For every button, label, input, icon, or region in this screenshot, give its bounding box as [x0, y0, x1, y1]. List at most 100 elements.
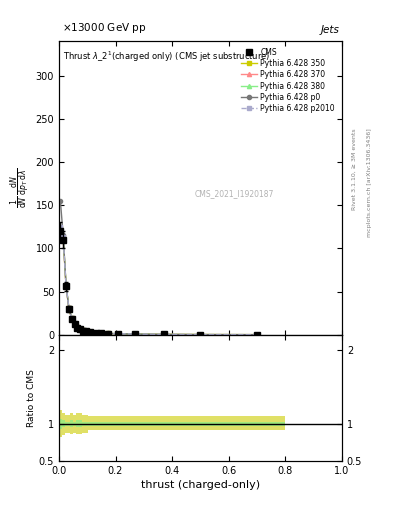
- Pythia 6.428 380: [88, 329, 92, 335]
- Pythia 6.428 380: [81, 327, 85, 333]
- Pythia 6.428 350: [255, 332, 259, 338]
- Y-axis label: $\frac{1}{\mathrm{d}N}\,\frac{\mathrm{d}N}{\mathrm{d}p_T\,\mathrm{d}\lambda}$: $\frac{1}{\mathrm{d}N}\,\frac{\mathrm{d}…: [9, 168, 33, 208]
- Pythia 6.428 380: [69, 315, 74, 321]
- Pythia 6.428 p2010: [133, 331, 138, 337]
- Pythia 6.428 p2010: [64, 282, 68, 288]
- Pythia 6.428 370: [81, 327, 85, 333]
- Pythia 6.428 p0: [81, 327, 85, 333]
- Pythia 6.428 380: [83, 328, 88, 334]
- Text: mcplots.cern.ch [arXiv:1306.3436]: mcplots.cern.ch [arXiv:1306.3436]: [367, 128, 373, 237]
- Pythia 6.428 380: [106, 330, 111, 336]
- Pythia 6.428 350: [116, 331, 121, 337]
- Pythia 6.428 p0: [69, 315, 74, 322]
- Pythia 6.428 370: [106, 330, 111, 336]
- Line: Pythia 6.428 350: Pythia 6.428 350: [58, 227, 259, 337]
- Pythia 6.428 380: [255, 332, 259, 338]
- Line: Pythia 6.428 380: Pythia 6.428 380: [58, 226, 259, 337]
- Pythia 6.428 p0: [83, 328, 88, 334]
- Pythia 6.428 380: [94, 330, 98, 336]
- Pythia 6.428 p2010: [69, 315, 74, 322]
- Pythia 6.428 380: [78, 326, 83, 332]
- Pythia 6.428 350: [99, 330, 104, 336]
- Pythia 6.428 p0: [94, 330, 98, 336]
- Pythia 6.428 380: [116, 331, 121, 337]
- Pythia 6.428 p0: [72, 321, 77, 327]
- Pythia 6.428 p2010: [116, 331, 121, 337]
- Line: Pythia 6.428 370: Pythia 6.428 370: [58, 228, 259, 337]
- Pythia 6.428 p2010: [161, 331, 166, 337]
- Pythia 6.428 p0: [58, 198, 63, 204]
- Pythia 6.428 p2010: [88, 329, 92, 335]
- Pythia 6.428 380: [61, 234, 66, 240]
- Pythia 6.428 380: [198, 331, 203, 337]
- Pythia 6.428 370: [198, 331, 203, 337]
- Legend: CMS, Pythia 6.428 350, Pythia 6.428 370, Pythia 6.428 380, Pythia 6.428 p0, Pyth: CMS, Pythia 6.428 350, Pythia 6.428 370,…: [238, 45, 338, 116]
- Pythia 6.428 370: [78, 326, 83, 332]
- Pythia 6.428 350: [61, 235, 66, 241]
- Pythia 6.428 p0: [116, 331, 121, 337]
- Pythia 6.428 370: [69, 316, 74, 322]
- Pythia 6.428 370: [161, 331, 166, 337]
- Pythia 6.428 380: [161, 331, 166, 337]
- Pythia 6.428 350: [81, 327, 85, 333]
- Pythia 6.428 350: [78, 326, 83, 332]
- Pythia 6.428 350: [198, 331, 203, 337]
- Pythia 6.428 p2010: [61, 234, 66, 240]
- Pythia 6.428 380: [64, 282, 68, 288]
- Pythia 6.428 p2010: [75, 324, 80, 330]
- Pythia 6.428 370: [133, 331, 138, 337]
- Pythia 6.428 370: [66, 305, 71, 311]
- Pythia 6.428 350: [58, 226, 63, 232]
- Pythia 6.428 350: [64, 283, 68, 289]
- Pythia 6.428 370: [75, 324, 80, 330]
- Pythia 6.428 370: [83, 328, 88, 334]
- Pythia 6.428 350: [94, 330, 98, 336]
- Pythia 6.428 p2010: [81, 327, 85, 333]
- Pythia 6.428 350: [75, 324, 80, 330]
- Text: Thrust $\lambda\_2^1$(charged only) (CMS jet substructure): Thrust $\lambda\_2^1$(charged only) (CMS…: [63, 50, 270, 64]
- Pythia 6.428 370: [255, 332, 259, 338]
- Pythia 6.428 p0: [61, 232, 66, 239]
- Pythia 6.428 370: [72, 321, 77, 327]
- Pythia 6.428 p0: [99, 330, 104, 336]
- Pythia 6.428 p2010: [99, 330, 104, 336]
- Pythia 6.428 370: [99, 330, 104, 336]
- Pythia 6.428 370: [58, 227, 63, 233]
- Pythia 6.428 p2010: [94, 330, 98, 336]
- Pythia 6.428 p2010: [83, 328, 88, 334]
- Pythia 6.428 370: [88, 329, 92, 335]
- Text: Rivet 3.1.10, ≥ 3M events: Rivet 3.1.10, ≥ 3M events: [352, 128, 357, 209]
- Text: CMS_2021_I1920187: CMS_2021_I1920187: [195, 189, 274, 198]
- Pythia 6.428 380: [99, 330, 104, 336]
- Pythia 6.428 350: [161, 331, 166, 337]
- Pythia 6.428 350: [88, 329, 92, 335]
- Pythia 6.428 p2010: [198, 331, 203, 337]
- Pythia 6.428 p2010: [106, 330, 111, 336]
- Pythia 6.428 370: [64, 283, 68, 289]
- Pythia 6.428 p0: [64, 282, 68, 288]
- Pythia 6.428 p0: [133, 331, 138, 337]
- Pythia 6.428 350: [83, 328, 88, 334]
- Text: $\times$13000 GeV pp: $\times$13000 GeV pp: [62, 21, 146, 35]
- X-axis label: thrust (charged-only): thrust (charged-only): [141, 480, 260, 490]
- Pythia 6.428 p0: [66, 305, 71, 311]
- Pythia 6.428 p2010: [72, 321, 77, 327]
- Pythia 6.428 350: [69, 315, 74, 322]
- Pythia 6.428 380: [72, 320, 77, 326]
- Pythia 6.428 p2010: [78, 326, 83, 332]
- Line: Pythia 6.428 p0: Pythia 6.428 p0: [58, 199, 259, 337]
- Pythia 6.428 p0: [161, 331, 166, 337]
- Pythia 6.428 p0: [106, 330, 111, 336]
- Text: Jets: Jets: [320, 25, 339, 35]
- Pythia 6.428 p0: [75, 324, 80, 330]
- Pythia 6.428 370: [94, 330, 98, 336]
- Pythia 6.428 350: [72, 321, 77, 327]
- Pythia 6.428 350: [106, 330, 111, 336]
- Line: Pythia 6.428 p2010: Pythia 6.428 p2010: [58, 225, 259, 337]
- Y-axis label: Ratio to CMS: Ratio to CMS: [27, 369, 36, 427]
- Pythia 6.428 p0: [255, 332, 259, 338]
- Pythia 6.428 p2010: [66, 305, 71, 311]
- Pythia 6.428 380: [66, 305, 71, 311]
- Pythia 6.428 p0: [198, 331, 203, 337]
- Pythia 6.428 p2010: [58, 224, 63, 230]
